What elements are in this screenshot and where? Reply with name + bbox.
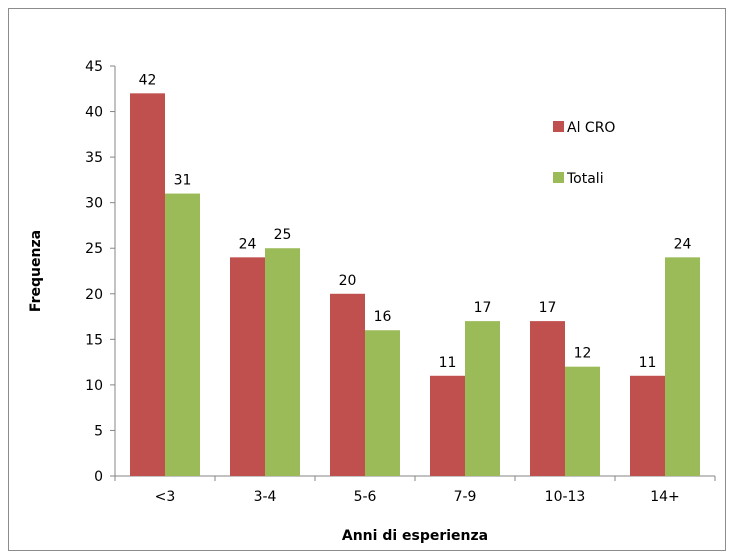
bar-totali: [265, 248, 300, 476]
legend-swatch: [553, 121, 564, 132]
y-axis-title: Frequenza: [28, 230, 44, 312]
data-label: 24: [674, 236, 692, 252]
data-label: 31: [174, 173, 192, 189]
legend-label: Totali: [566, 171, 604, 187]
y-axis: 0 5 10 15 20 25 30 35 40 45: [85, 59, 116, 485]
data-label: 11: [639, 355, 657, 371]
y-tick-label: 5: [94, 423, 103, 439]
y-tick-label: 10: [85, 378, 103, 394]
y-tick-label: 20: [85, 287, 103, 303]
bar-totali: [365, 330, 400, 476]
x-tick-label: 10-13: [545, 489, 586, 505]
x-axis-title: Anni di esperienza: [342, 528, 488, 544]
bar-totali: [465, 321, 500, 476]
bar-al-cro: [330, 293, 365, 476]
bar-totali: [665, 257, 700, 476]
y-tick-label: 45: [85, 59, 103, 75]
legend: Al CRO Totali: [553, 120, 615, 187]
data-label: 42: [139, 72, 157, 88]
bar-al-cro: [430, 375, 465, 476]
x-tick-label: 7-9: [454, 489, 477, 505]
data-label: 11: [439, 355, 457, 371]
bar-al-cro: [130, 93, 165, 476]
data-label: 24: [239, 236, 257, 252]
data-label: 16: [374, 309, 392, 325]
y-tick-label: 30: [85, 196, 103, 212]
y-tick-label: 25: [85, 241, 103, 257]
bar-al-cro: [630, 375, 665, 476]
bar-al-cro: [230, 257, 265, 476]
y-tick-label: 40: [85, 105, 103, 121]
bar-totali: [565, 366, 600, 476]
x-axis: <3 3-4 5-6 7-9 10-13 14+: [114, 475, 716, 505]
data-label: 25: [274, 227, 292, 243]
bars: [130, 93, 700, 477]
x-tick-label: 14+: [650, 489, 680, 505]
legend-swatch: [553, 172, 564, 183]
data-label: 17: [474, 300, 492, 316]
x-tick-label: 3-4: [254, 489, 277, 505]
data-label: 12: [574, 346, 592, 362]
x-tick-label: 5-6: [354, 489, 377, 505]
legend-label: Al CRO: [567, 120, 615, 136]
data-label: 20: [339, 273, 357, 289]
bar-al-cro: [530, 321, 565, 476]
y-tick-label: 35: [85, 150, 103, 166]
bar-totali: [165, 193, 200, 477]
data-labels: 42 31 24 25 20 16 11 17 17 12 11 24: [139, 72, 692, 370]
data-label: 17: [539, 300, 557, 316]
y-tick-label: 0: [94, 469, 103, 485]
x-tick-label: <3: [155, 489, 176, 505]
y-tick-label: 15: [85, 332, 103, 348]
